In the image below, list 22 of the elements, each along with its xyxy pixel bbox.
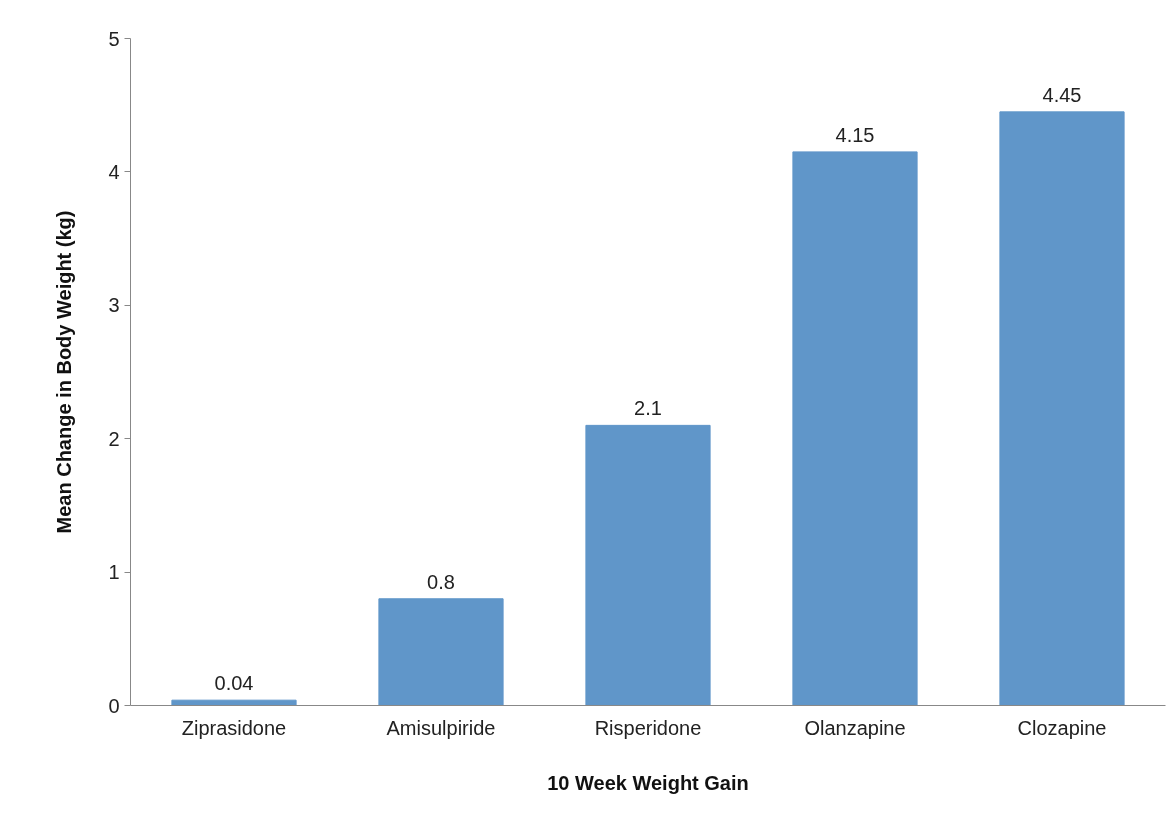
x-tick-label: Olanzapine (804, 716, 906, 739)
bar (378, 598, 504, 706)
x-tick-label: Risperidone (594, 716, 702, 739)
x-tick-label: Ziprasidone (181, 716, 287, 739)
x-tick-label: Amisulpiride (386, 716, 496, 739)
bar (792, 151, 918, 706)
data-label: 2.1 (634, 397, 662, 420)
y-tick-label: 1 (108, 561, 120, 584)
data-label: 4.15 (835, 123, 875, 146)
data-label: 0.04 (214, 672, 254, 695)
y-tick-label: 0 (108, 694, 120, 717)
y-axis-title: Mean Change in Body Weight (kg) (53, 210, 76, 534)
data-label: 0.8 (427, 570, 455, 593)
bar (999, 111, 1125, 706)
y-tick-label: 4 (108, 160, 120, 183)
y-tick-label: 2 (108, 427, 120, 450)
y-tick-label: 3 (108, 294, 120, 317)
x-tick-label: Clozapine (1017, 716, 1107, 739)
bar (585, 424, 711, 706)
y-tick-label: 5 (108, 27, 120, 50)
x-axis-title: 10 Week Weight Gain (547, 771, 749, 794)
data-label: 4.45 (1042, 83, 1082, 106)
